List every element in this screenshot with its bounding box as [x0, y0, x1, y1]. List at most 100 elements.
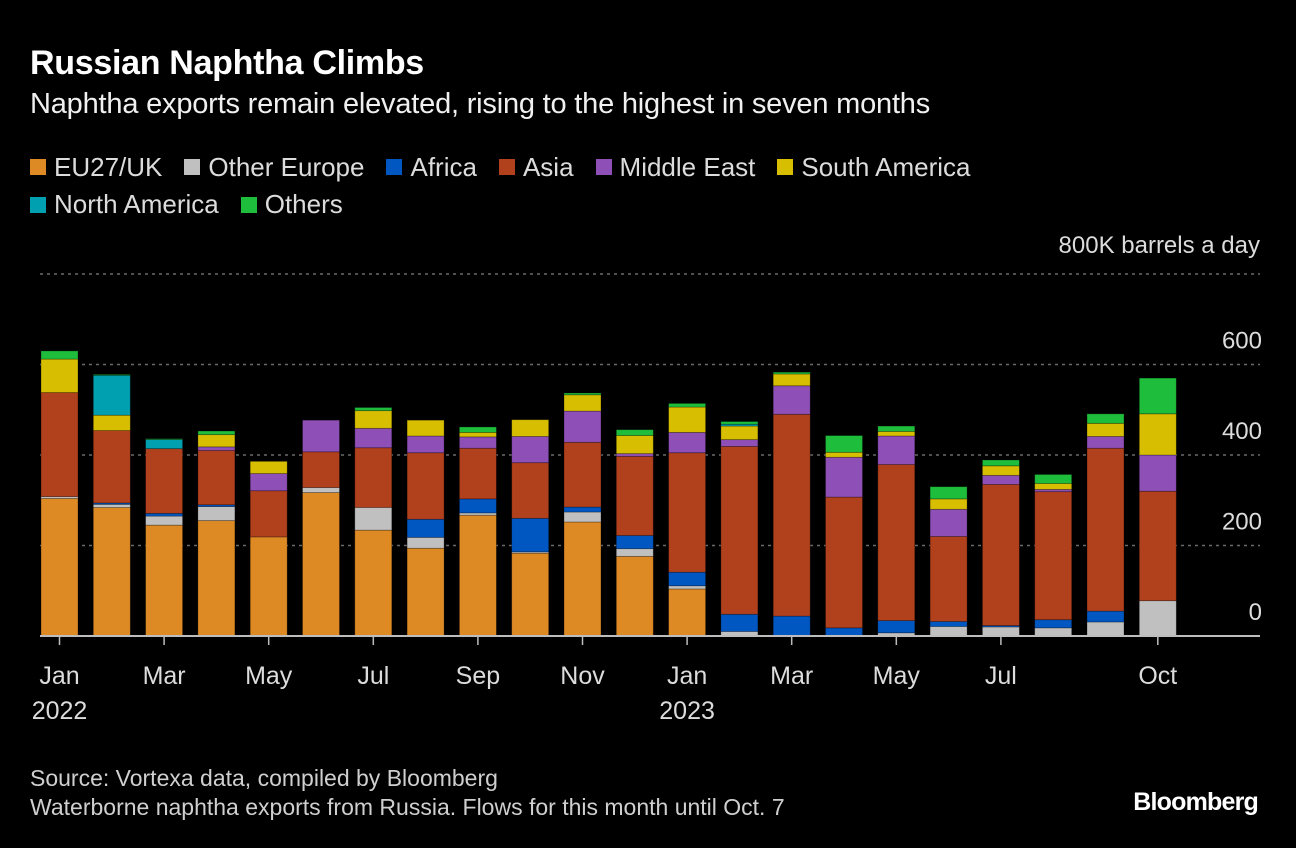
bar-segment-africa [720, 613, 759, 632]
bar-segment-eu27-uk [668, 588, 706, 637]
bar-segment-middle-east [197, 446, 236, 451]
bar-segment-asia [197, 450, 236, 506]
legend-swatch [184, 159, 201, 175]
bar-segment-other-europe [406, 536, 445, 549]
footer: Source: Vortexa data, compiled by Bloomb… [30, 764, 785, 822]
bar-segment-other-europe [511, 551, 550, 554]
source-note: Source: Vortexa data, compiled by Bloomb… [30, 765, 498, 791]
bar-segment-others [615, 429, 654, 436]
bar-segment-south-america [563, 394, 602, 412]
bar-segment-others [772, 371, 811, 375]
bar-segment-middle-east [1138, 454, 1177, 492]
bar-segment-eu27-uk [406, 547, 445, 637]
legend-swatch [386, 159, 403, 175]
bar-segment-other-europe [1138, 600, 1177, 637]
bar-segment-asia [825, 496, 863, 629]
chart-title: Russian Naphtha Climbs [30, 44, 424, 82]
bar-segment-others [1138, 377, 1177, 415]
bar-segment-eu27-uk [511, 552, 550, 637]
legend-item: Other Europe [184, 149, 364, 186]
x-tick-label: May [873, 662, 921, 690]
legend-swatch [30, 196, 46, 213]
x-tick-year-label: 2023 [659, 697, 715, 725]
bar-segment-middle-east [511, 436, 550, 464]
bar-segment-middle-east [668, 431, 706, 454]
y-tick-label: 0 [1249, 599, 1262, 626]
bar-segment-middle-east [772, 385, 811, 415]
legend-item: Asia [498, 149, 574, 186]
bar-segment-africa [668, 571, 706, 587]
bar-segment-africa [1034, 619, 1073, 629]
bar-segment-other-europe [929, 626, 968, 637]
bar-segment-eu27-uk [145, 524, 184, 637]
bar-segment-asia [40, 392, 79, 498]
bar-segment-middle-east [458, 436, 497, 449]
bar-segment-other-europe [197, 506, 236, 522]
bar-segment-others [929, 486, 968, 500]
bar-segment-asia [511, 462, 550, 519]
bar-segment-south-america [249, 460, 288, 474]
bar-segment-eu27-uk [197, 520, 236, 637]
x-tick-label: Mar [143, 662, 186, 690]
bar-segment-middle-east [877, 435, 916, 465]
bar-segment-asia [302, 451, 340, 488]
bar-segment-other-europe [302, 487, 340, 493]
legend-label: Middle East [619, 151, 756, 182]
bar-segment-middle-east [406, 435, 445, 454]
bar-segment-south-america [511, 419, 550, 437]
legend-item: Others [240, 186, 343, 223]
bar-segment-south-america [825, 451, 863, 458]
bar-segment-africa [1086, 610, 1125, 623]
bar-segment-asia [354, 447, 393, 508]
bar-segment-middle-east [563, 410, 602, 443]
legend-item: EU27/UK [30, 149, 162, 186]
legend-label: South America [801, 151, 971, 182]
bar-segment-south-america [668, 406, 706, 433]
bar-segment-asia [877, 464, 916, 622]
legend-swatch [595, 159, 612, 175]
bar-segment-asia [668, 452, 706, 573]
bar-segment-south-america [982, 465, 1020, 476]
bar-segment-middle-east [1086, 436, 1125, 449]
bar-segment-asia [563, 441, 602, 508]
bar-segment-middle-east [249, 473, 288, 492]
legend-item: Middle East [595, 149, 756, 186]
legend-swatch [777, 159, 794, 175]
bar-segment-north-america [145, 439, 184, 450]
bar-segment-north-america [92, 374, 131, 416]
legend-label: EU27/UK [54, 151, 163, 182]
bar-segment-asia [1034, 491, 1073, 621]
bar-segment-asia [929, 536, 968, 622]
legend-swatch [498, 159, 515, 175]
y-tick-label: 400 [1222, 418, 1262, 445]
bar-segment-other-europe [1034, 627, 1073, 637]
bar-segment-asia [982, 484, 1020, 626]
bar-segment-eu27-uk [92, 507, 131, 637]
bar-segment-south-america [1138, 413, 1177, 456]
bar-segment-eu27-uk [615, 555, 654, 637]
bar-segment-other-europe [615, 548, 654, 557]
bar-segment-middle-east [302, 419, 340, 453]
bar-segment-middle-east [982, 474, 1020, 485]
bar-segment-asia [92, 430, 131, 504]
bar-segment-asia [720, 446, 759, 615]
bar-segment-others [40, 350, 79, 360]
bar-segment-other-europe [145, 515, 184, 526]
bar-segment-others [458, 426, 497, 433]
bar-segment-others [825, 435, 863, 453]
bar-segment-middle-east [929, 508, 968, 537]
bar-segment-others [982, 459, 1020, 467]
bar-segment-africa [145, 512, 184, 517]
bar-segment-south-america [92, 414, 131, 431]
bar-segment-asia [458, 447, 497, 500]
legend-label: North America [54, 189, 219, 219]
bar-segment-africa [877, 620, 916, 634]
bar-segment-middle-east [354, 427, 393, 449]
bar-segment-south-america [458, 431, 497, 438]
bar-segment-middle-east [615, 453, 654, 457]
bar-segment-south-america [197, 434, 236, 448]
bar-segment-others [1086, 413, 1125, 424]
bar-segment-asia [1086, 447, 1125, 612]
bar-segment-south-america [1034, 483, 1073, 490]
bar-segment-eu27-uk [354, 529, 393, 637]
